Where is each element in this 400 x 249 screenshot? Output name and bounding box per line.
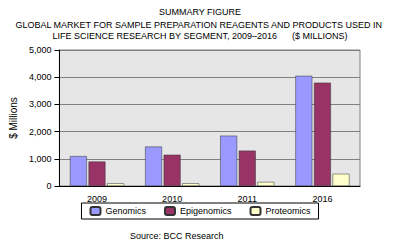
svg-text:SUMMARY FIGURE: SUMMARY FIGURE: [159, 7, 241, 17]
svg-text:4,000: 4,000: [29, 72, 52, 82]
svg-text:LIFE SCIENCE RESEARCH BY SEGME: LIFE SCIENCE RESEARCH BY SEGMENT, 2009–2…: [53, 31, 348, 41]
svg-text:2010: 2010: [162, 194, 182, 204]
svg-text:Proteomics: Proteomics: [266, 206, 312, 216]
svg-text:2011: 2011: [238, 194, 257, 204]
svg-text:Epigenomics: Epigenomics: [180, 206, 232, 216]
svg-text:2009: 2009: [87, 194, 107, 204]
svg-text:1,000: 1,000: [29, 154, 52, 164]
svg-text:3,000: 3,000: [29, 99, 52, 109]
svg-text:GLOBAL MARKET FOR SAMPLE PREPA: GLOBAL MARKET FOR SAMPLE PREPARATION REA…: [15, 20, 384, 30]
svg-text:0: 0: [46, 181, 51, 191]
svg-text:5,000: 5,000: [29, 45, 52, 55]
svg-text:2,000: 2,000: [29, 127, 52, 137]
svg-text:Genomics: Genomics: [105, 206, 146, 216]
svg-text:Source: BCC Research: Source: BCC Research: [130, 231, 224, 241]
svg-text:$ Millions: $ Millions: [8, 97, 19, 139]
svg-text:2016: 2016: [312, 194, 332, 204]
